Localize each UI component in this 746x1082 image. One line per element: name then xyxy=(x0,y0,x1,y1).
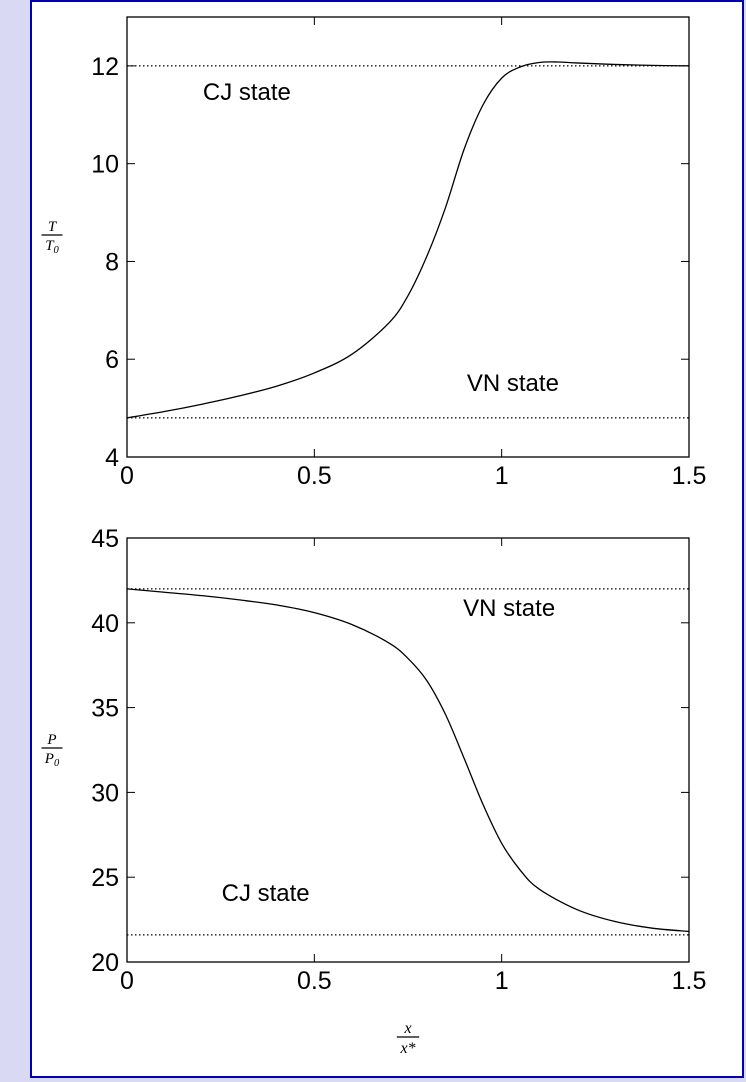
pressure-ytick-label: 25 xyxy=(91,864,119,892)
pressure-series-line xyxy=(126,588,690,933)
pressure-ytick-label: 20 xyxy=(91,949,119,977)
temperature-series-line xyxy=(126,61,690,419)
temperature-xtick-label: 0 xyxy=(120,462,134,490)
temperature-ytick-label: 4 xyxy=(105,444,119,472)
pressure-state-annotation: CJ state xyxy=(222,880,310,907)
temperature-plot: 0 0.5 1 1.5 4 6 8 10 12 CJ state VN state T T0 xyxy=(41,16,707,490)
pressure-xtick-label: 0.5 xyxy=(297,967,332,995)
pressure-ytick-label: 30 xyxy=(91,779,119,807)
temperature-xtick-label: 1 xyxy=(495,462,509,490)
pressure-xtick-label: 1.5 xyxy=(672,967,707,995)
pressure-xtick-label: 1 xyxy=(495,967,509,995)
temperature-axes-box xyxy=(126,16,690,458)
temperature-ytick-label: 12 xyxy=(91,53,119,81)
pressure-ytick-label: 35 xyxy=(91,695,119,723)
temperature-ytick-label: 8 xyxy=(105,248,119,276)
figure-frame xyxy=(30,0,744,1078)
temperature-xtick-label: 0.5 xyxy=(297,462,332,490)
temperature-ytick-label: 6 xyxy=(105,346,119,374)
pressure-xlabel-denominator: x* xyxy=(399,1040,415,1057)
temperature-ylabel-denominator: T0 xyxy=(45,238,59,256)
temperature-state-annotation: VN state xyxy=(467,370,559,397)
pressure-ytick-label: 45 xyxy=(91,525,119,553)
pressure-ytick-label: 40 xyxy=(91,610,119,638)
temperature-ytick-label: 10 xyxy=(91,151,119,179)
pressure-xtick-label: 0 xyxy=(120,967,134,995)
temperature-ylabel-numerator: T xyxy=(48,219,58,235)
pressure-state-annotation: VN state xyxy=(463,595,555,622)
pressure-ylabel-numerator: P xyxy=(46,732,56,748)
pressure-plot: 0 0.5 1 1.5 20 25 30 35 40 45 VN state CJ state P P0 x… xyxy=(41,525,707,1057)
pressure-axes-box xyxy=(126,537,690,963)
temperature-state-annotation: CJ state xyxy=(203,79,291,106)
pressure-xlabel-numerator: x xyxy=(403,1020,411,1037)
pressure-ylabel-denominator: P0 xyxy=(44,751,60,769)
temperature-xtick-label: 1.5 xyxy=(672,462,707,490)
